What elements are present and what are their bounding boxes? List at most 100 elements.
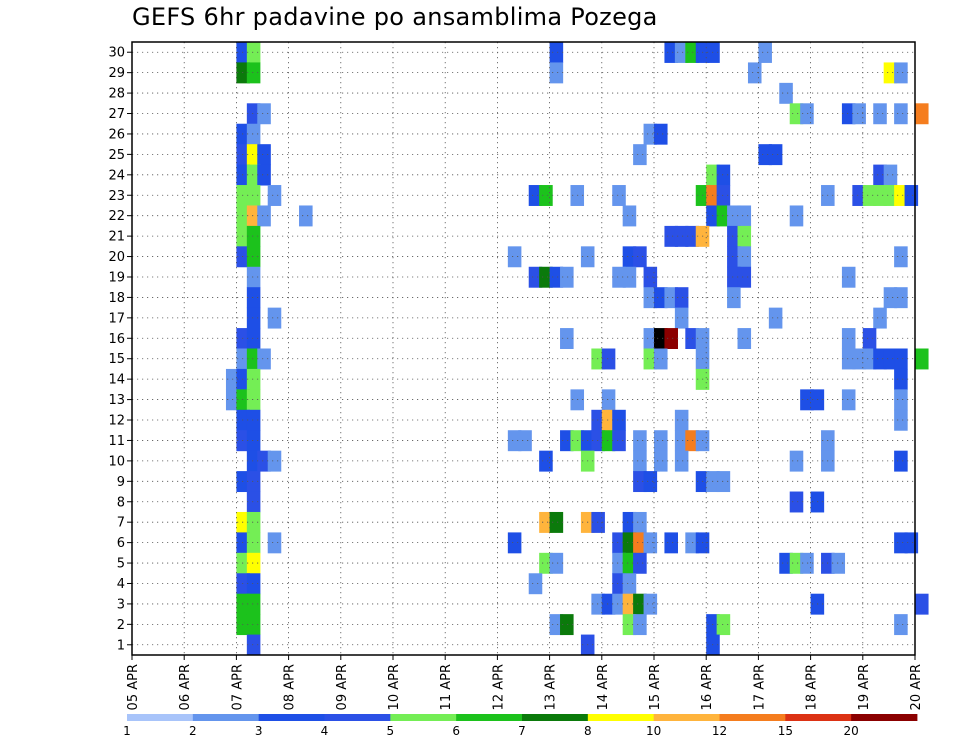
heatmap-cell <box>883 287 898 309</box>
heatmap-cell <box>560 614 574 636</box>
heatmap-cell <box>674 409 689 431</box>
heatmap-cell <box>894 348 908 370</box>
heatmap-cell <box>549 511 564 533</box>
heatmap-cell <box>528 573 543 595</box>
y-tick-label: 23 <box>108 189 125 204</box>
heatmap-cell <box>664 225 678 247</box>
heatmap-cell <box>612 266 626 288</box>
heatmap-cell <box>737 205 752 227</box>
colorbar-swatch <box>653 714 720 721</box>
heatmap-cell <box>831 552 846 574</box>
colorbar-label: 3 <box>255 724 263 738</box>
heatmap-cell <box>873 185 887 206</box>
colorbar-label: 5 <box>387 724 395 738</box>
x-tick-label: 05 APR <box>126 664 141 710</box>
heatmap-cell <box>727 225 741 247</box>
heatmap-cell <box>727 246 741 268</box>
heatmap-cell <box>894 368 908 390</box>
heatmap-cell <box>633 450 647 472</box>
heatmap-cell <box>528 185 543 206</box>
heatmap-cell <box>601 348 616 370</box>
heatmap-cell <box>246 62 261 84</box>
heatmap-cell <box>894 185 908 206</box>
heatmap-cell <box>654 328 668 349</box>
y-tick-label: 19 <box>108 270 125 285</box>
colorbar-swatch <box>127 714 194 721</box>
heatmap-cell <box>246 328 261 349</box>
colorbar-swatch <box>258 714 325 721</box>
heatmap-cell <box>862 348 877 370</box>
y-tick-label: 13 <box>108 393 125 408</box>
x-tick-label: 20 APR <box>909 664 924 710</box>
heatmap-cell <box>257 348 271 370</box>
x-tick-label: 19 APR <box>857 664 872 710</box>
x-tick-label: 16 APR <box>700 664 715 710</box>
heatmap-cell <box>894 409 908 431</box>
heatmap-cell <box>612 532 626 554</box>
heatmap-cell <box>257 205 271 227</box>
x-tick-label: 10 APR <box>387 664 402 710</box>
colorbar-swatch <box>456 714 523 721</box>
heatmap-cell <box>633 511 647 533</box>
heatmap-cell <box>549 614 564 636</box>
x-tick-label: 17 APR <box>752 664 767 710</box>
heatmap-cell <box>789 491 804 513</box>
heatmap-cell <box>560 266 574 288</box>
heatmap-cell <box>758 42 772 63</box>
heatmap-cell <box>246 185 261 206</box>
colorbar-swatch <box>785 714 852 721</box>
heatmap-cell <box>299 205 313 227</box>
colorbar-label: 8 <box>584 724 592 738</box>
x-tick-label: 12 APR <box>491 664 506 710</box>
heatmap-cell <box>549 266 564 288</box>
heatmap-cell <box>246 614 261 636</box>
heatmap-cell <box>643 266 658 288</box>
heatmap-cell <box>904 532 919 554</box>
heatmap-cell <box>267 532 282 554</box>
colorbar-label: 4 <box>321 724 329 738</box>
heatmap-cell <box>643 593 658 615</box>
heatmap-cell <box>883 164 898 186</box>
heatmap-cell <box>507 246 522 268</box>
heatmap-cell <box>612 593 626 615</box>
heatmap-cell <box>716 471 731 493</box>
colorbar-swatch <box>192 714 260 721</box>
heatmap-cell <box>246 103 261 125</box>
x-tick-label: 09 APR <box>335 664 350 710</box>
heatmap-cell <box>883 348 898 370</box>
x-tick-label: 15 APR <box>648 664 663 710</box>
heatmap-cell <box>246 144 261 166</box>
heatmap-cell <box>664 287 678 309</box>
heatmap-cell <box>246 123 261 145</box>
heatmap-cell <box>654 348 668 370</box>
colorbar-swatch <box>522 714 589 721</box>
heatmap-cell <box>246 450 261 472</box>
heatmap-cell <box>246 348 261 370</box>
y-tick-label: 25 <box>108 148 125 163</box>
heatmap-cell <box>612 430 626 452</box>
heatmap-cell <box>841 389 856 411</box>
heatmap-cell <box>737 246 752 268</box>
heatmap-cell <box>654 450 668 472</box>
heatmap-cell <box>257 144 271 166</box>
heatmap-cell <box>664 532 678 554</box>
heatmap-cell <box>727 287 741 309</box>
y-tick-label: 24 <box>108 168 125 183</box>
y-tick-label: 16 <box>108 332 125 347</box>
heatmap-cell <box>246 266 261 288</box>
heatmap-cell <box>633 246 647 268</box>
heatmap-cell <box>246 246 261 268</box>
y-tick-label: 6 <box>117 536 125 551</box>
colorbar-swatch <box>851 714 918 721</box>
heatmap-cell <box>873 348 887 370</box>
heatmap-cell <box>246 552 261 574</box>
heatmap-cell <box>246 511 261 533</box>
heatmap-cell <box>633 614 647 636</box>
heatmap-cell <box>789 103 804 125</box>
y-tick-label: 2 <box>117 618 125 633</box>
y-tick-label: 12 <box>108 414 125 429</box>
heatmap-cell <box>633 430 647 452</box>
heatmap-cell <box>674 225 689 247</box>
y-tick-label: 20 <box>108 250 125 265</box>
